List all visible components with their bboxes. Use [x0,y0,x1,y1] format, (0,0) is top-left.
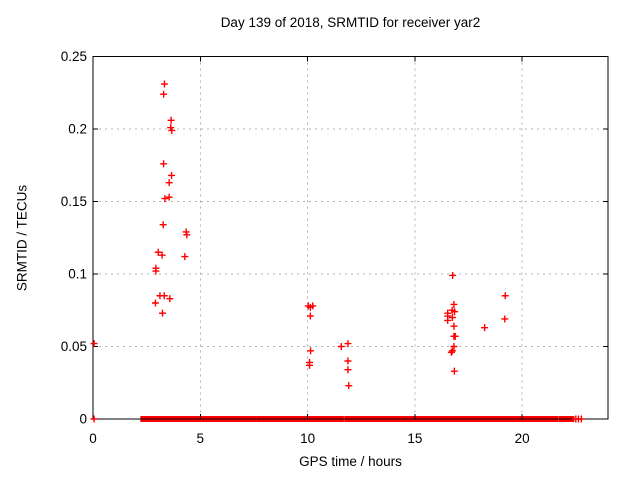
scatter-point [161,195,169,203]
scatter-point [344,366,352,374]
scatter-point [160,160,168,168]
scatter-point [337,343,345,350]
y-tick-label: 0 [79,412,87,427]
scatter-point [309,302,317,310]
y-tick-label: 0.1 [68,267,87,282]
scatter-point [160,90,168,98]
x-tick-label: 5 [197,431,205,446]
scatter-point [450,343,458,350]
scatter-point [90,340,98,348]
scatter-point [152,267,160,275]
y-tick-label: 0.05 [61,339,87,354]
scatter-point [444,316,452,324]
scatter-point [448,347,456,355]
x-axis-label: GPS time / hours [299,454,402,469]
scatter-point [166,295,174,303]
scatter-point [90,415,98,423]
y-tick-label: 0.25 [61,49,87,64]
x-tick-label: 10 [300,431,315,446]
scatter-point [447,348,455,356]
scatter-point [501,315,509,323]
scatter-point [449,271,457,279]
scatter-point [168,171,176,179]
scatter-point [345,382,353,390]
scatter-point [306,312,314,320]
scatter-point [159,221,167,229]
y-tick-label: 0.15 [61,194,87,209]
scatter-point [344,357,352,365]
scatter-point [168,126,176,134]
scatter-point [481,324,489,332]
scatter-point [181,253,189,261]
chart-title: Day 139 of 2018, SRMTID for receiver yar… [220,15,481,30]
scatter-point [450,367,458,375]
scatter-point [344,340,352,348]
y-tick-label: 0.2 [68,122,87,137]
scatter-point [451,332,459,340]
scatter-point [577,415,585,423]
scatter-point [154,248,162,256]
scatter-point [165,193,173,201]
plot-border [92,56,609,420]
y-axis-label: SRMTID / TECUs [14,184,30,292]
scatter-point [450,300,458,308]
x-tick-label: 15 [407,431,422,446]
scatter-point [165,179,173,187]
scatter-point [306,361,314,369]
scatter-point [159,309,167,317]
scatter-point [160,292,168,300]
scatter-point [307,347,315,355]
scatter-point [160,80,168,88]
scatter-point [183,231,191,239]
scatter-point [158,251,166,259]
scatter-point [448,314,456,321]
x-tick-label: 0 [89,431,97,446]
x-tick-label: 20 [515,431,530,446]
scatter-point [151,299,159,307]
scatter-point [451,308,459,316]
scatter-point [167,116,175,124]
scatter-point [450,322,458,330]
scatter-point [501,292,509,300]
